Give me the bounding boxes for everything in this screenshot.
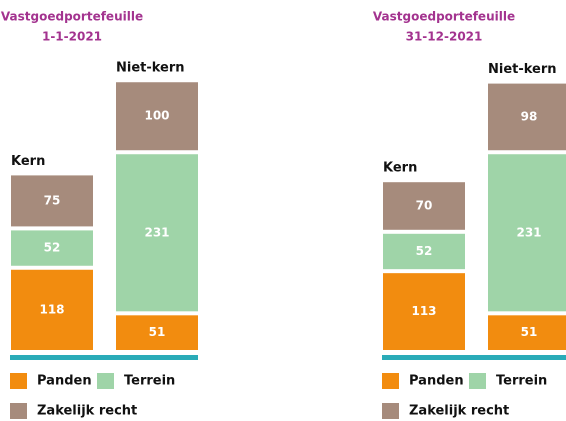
legend-swatch [10, 373, 27, 389]
value-label: 52 [44, 241, 61, 255]
legend-label: Panden [37, 374, 92, 389]
legend-label: Terrein [496, 374, 547, 389]
legend-label: Zakelijk recht [37, 404, 137, 419]
bar-segment [488, 154, 566, 312]
category-label: Niet-kern [116, 61, 185, 76]
legend-swatch [10, 403, 27, 419]
bar-segment [11, 269, 93, 350]
category-label: Kern [383, 161, 417, 176]
legend-swatch [469, 373, 486, 389]
bar-segment [116, 154, 198, 312]
value-label: 52 [416, 244, 433, 258]
value-label: 118 [39, 302, 64, 316]
legend-swatch [382, 403, 399, 419]
legend-label: Panden [409, 374, 464, 389]
chart-title: Vastgoedportefeuille [373, 10, 515, 24]
bar-segment [116, 82, 198, 151]
bar-segment [116, 315, 198, 350]
bar-segment [383, 182, 465, 230]
legend-swatch [382, 373, 399, 389]
bar-segment [383, 233, 465, 270]
category-label: Niet-kern [488, 62, 557, 77]
value-label: 98 [521, 109, 538, 123]
value-label: 100 [144, 109, 169, 123]
bar-segment [488, 83, 566, 151]
chart-title: Vastgoedportefeuille [1, 10, 143, 24]
legend-label: Zakelijk recht [409, 404, 509, 419]
value-label: 113 [411, 304, 436, 318]
value-label: 231 [144, 225, 169, 239]
bar-segment [383, 273, 465, 350]
category-label: Kern [11, 154, 45, 169]
bar-segment [11, 175, 93, 227]
value-label: 70 [416, 199, 433, 213]
value-label: 51 [149, 325, 166, 339]
bar-segment [11, 230, 93, 266]
baseline [10, 355, 198, 360]
value-label: 231 [516, 225, 541, 239]
chart-subtitle: 31-12-2021 [406, 30, 483, 44]
bar-segment [488, 315, 566, 350]
value-label: 75 [44, 193, 61, 207]
legend-swatch [97, 373, 114, 389]
baseline [382, 355, 566, 360]
chart-subtitle: 1-1-2021 [42, 30, 102, 44]
value-label: 51 [521, 325, 538, 339]
legend-label: Terrein [124, 374, 175, 389]
